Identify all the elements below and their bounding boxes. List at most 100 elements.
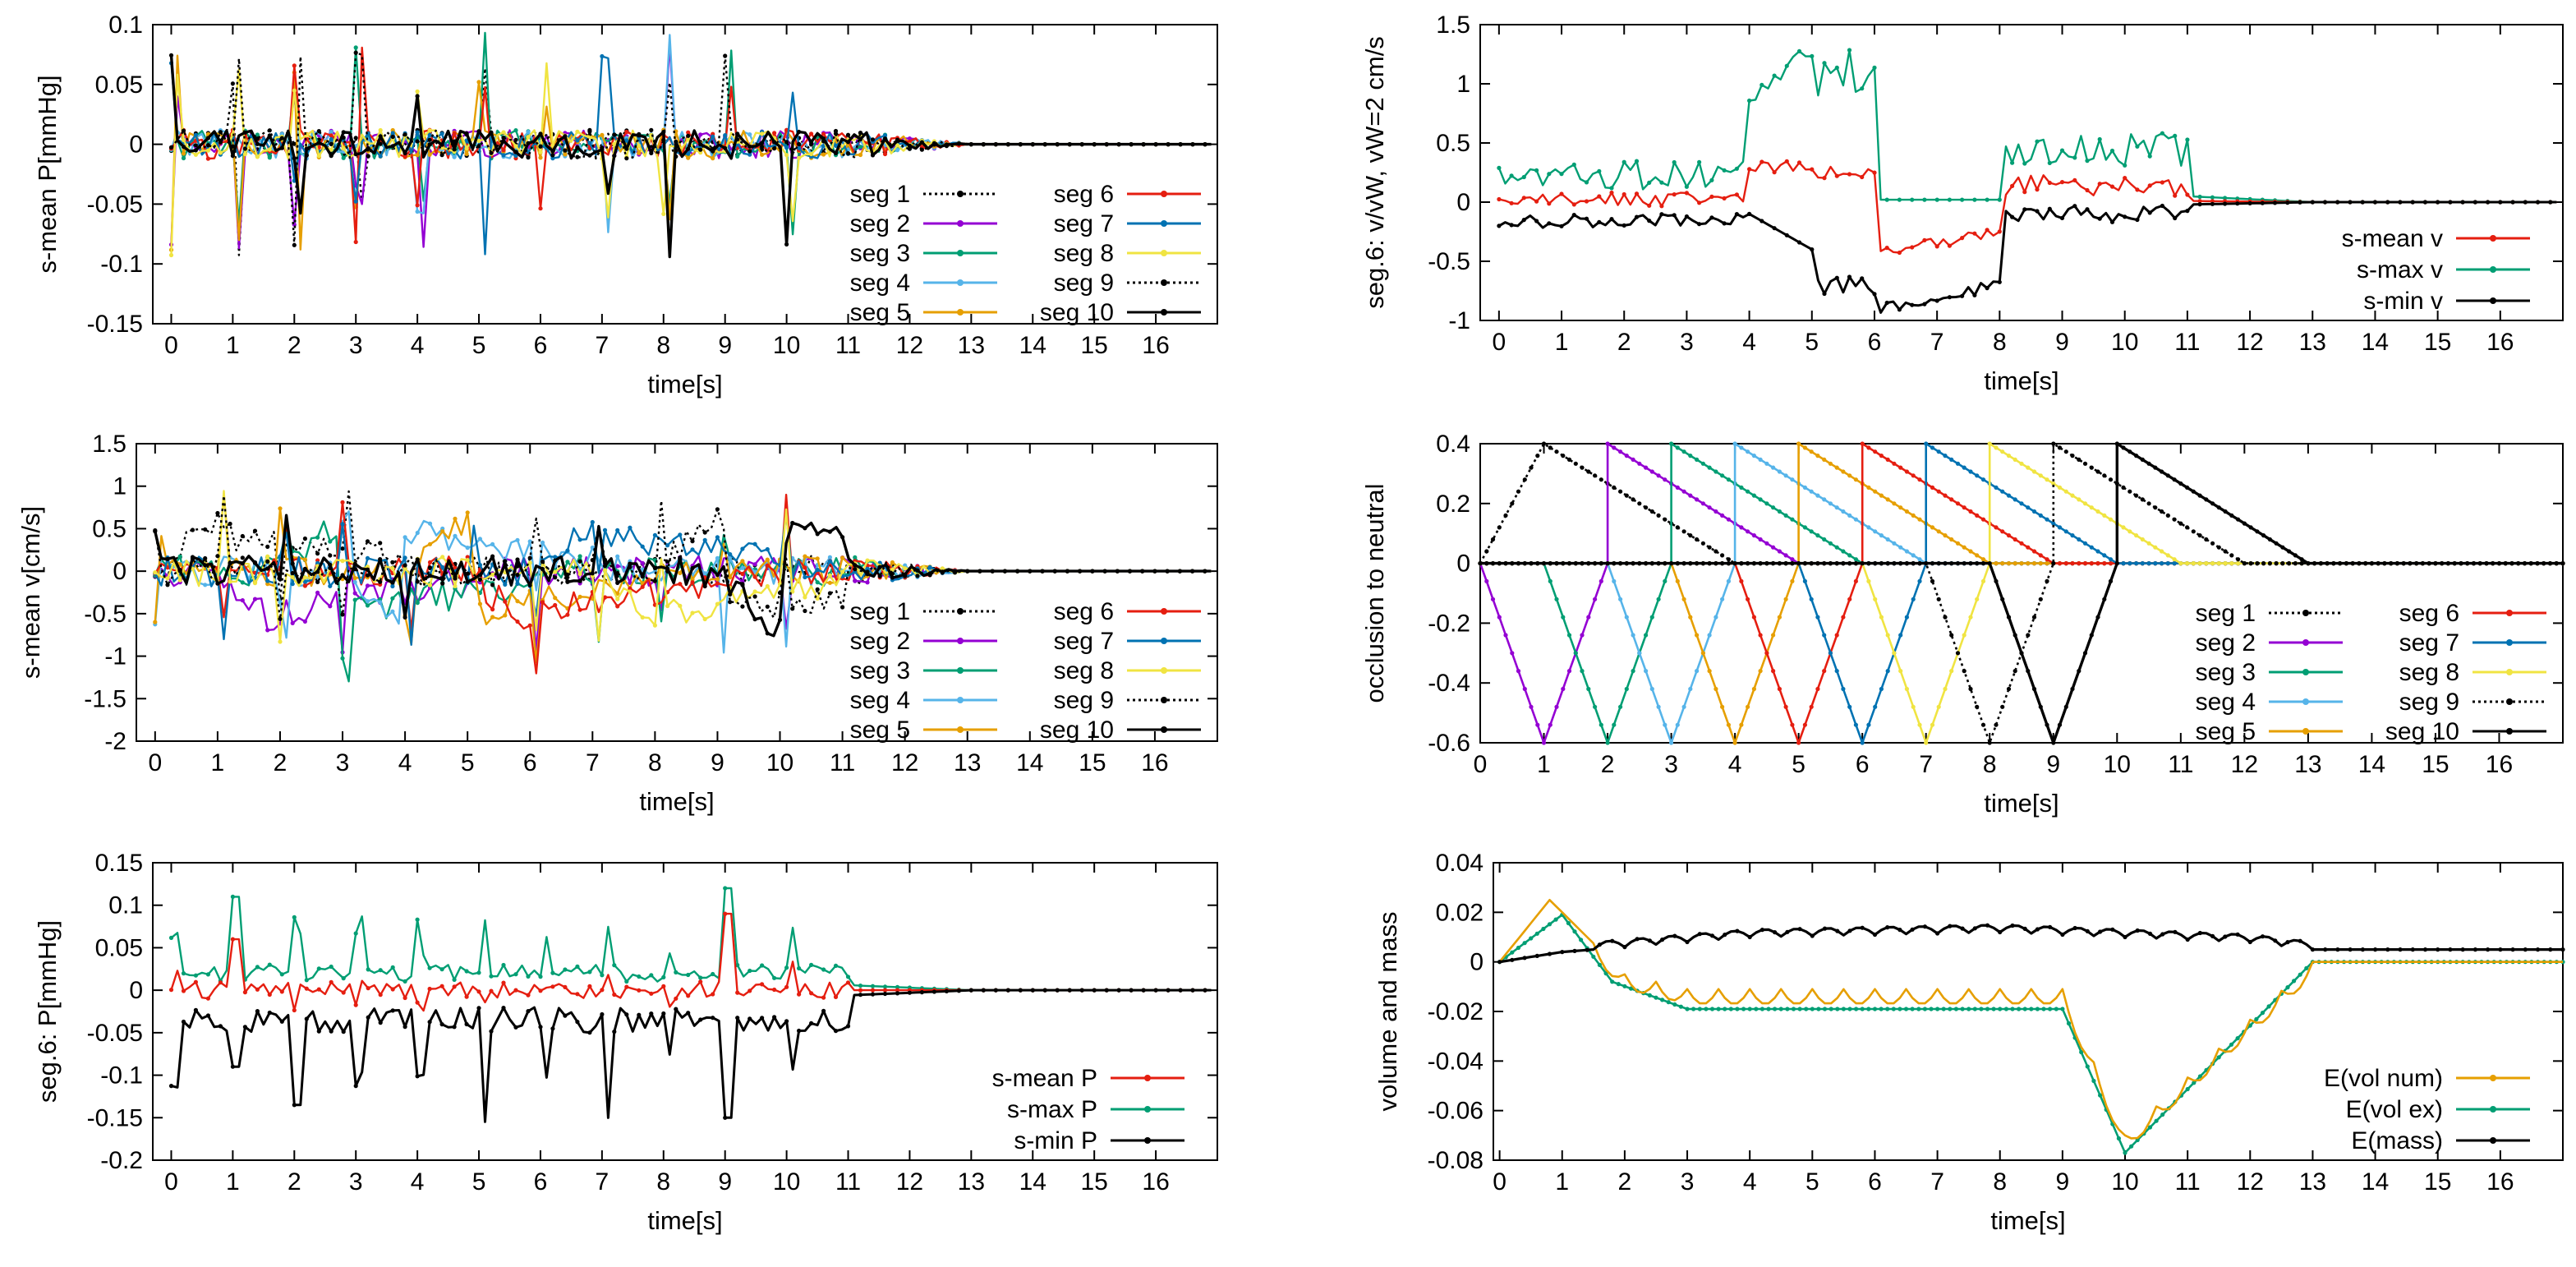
- data-point: [1685, 939, 1690, 945]
- data-point: [439, 142, 444, 147]
- data-point: [858, 131, 863, 136]
- data-point: [2298, 200, 2302, 205]
- data-point: [1822, 61, 1827, 66]
- data-point: [2128, 489, 2132, 494]
- data-point: [218, 130, 223, 135]
- x-tick-label: 0: [164, 1168, 178, 1196]
- data-point: [1618, 449, 1623, 454]
- data-point: [1994, 485, 1999, 491]
- data-point: [489, 974, 494, 979]
- data-point: [1586, 469, 1591, 474]
- data-point: [1548, 561, 1552, 566]
- legend-label: seg 4: [850, 270, 910, 297]
- data-point: [1866, 722, 1871, 727]
- data-point: [427, 152, 432, 157]
- data-point: [575, 154, 580, 159]
- data-point: [990, 569, 995, 574]
- data-point: [1949, 537, 1954, 542]
- data-point: [353, 931, 358, 936]
- data-point: [255, 132, 260, 137]
- data-point: [1746, 529, 1750, 534]
- data-point: [1561, 686, 1566, 692]
- data-point: [538, 206, 543, 211]
- data-point: [661, 1011, 666, 1016]
- data-point: [267, 155, 272, 160]
- data-point: [1884, 246, 1889, 251]
- data-point: [1860, 561, 1865, 566]
- data-point: [686, 137, 691, 142]
- data-point: [1809, 489, 1814, 494]
- data-point: [2223, 549, 2228, 554]
- data-point: [1760, 82, 1764, 87]
- legend-label: seg 1: [2196, 600, 2256, 627]
- data-point: [1835, 1007, 1840, 1011]
- data-point: [490, 572, 495, 577]
- data-point: [2535, 947, 2541, 952]
- data-point: [1714, 615, 1718, 620]
- data-point: [427, 128, 432, 133]
- legend-label: seg 8: [1054, 657, 1114, 684]
- data-point: [702, 571, 707, 576]
- x-tick-label: 11: [835, 332, 861, 359]
- data-point: [1584, 199, 1589, 204]
- data-point: [919, 990, 924, 995]
- data-point: [1866, 485, 1871, 491]
- data-point: [490, 607, 495, 612]
- data-point: [1127, 569, 1133, 574]
- data-point: [1714, 686, 1718, 692]
- data-point: [1866, 1007, 1871, 1011]
- data-point: [2070, 561, 2075, 566]
- data-point: [1847, 1007, 1852, 1011]
- data-point: [2298, 938, 2302, 943]
- data-point: [1751, 615, 1756, 620]
- data-point: [1634, 191, 1640, 196]
- data-point: [1707, 669, 1712, 674]
- data-point: [587, 1030, 592, 1035]
- data-point: [378, 968, 383, 973]
- data-point: [1760, 928, 1764, 933]
- data-point: [1644, 465, 1649, 470]
- data-point: [1672, 192, 1677, 197]
- data-point: [2360, 200, 2365, 205]
- x-tick-label: 10: [2111, 1168, 2138, 1196]
- data-point: [2310, 200, 2315, 205]
- data-point: [1079, 142, 1084, 147]
- data-point: [1943, 561, 1948, 566]
- data-point: [577, 578, 582, 583]
- data-point: [1622, 945, 1627, 950]
- data-point: [279, 136, 284, 141]
- data-point: [452, 1025, 457, 1030]
- data-point: [1659, 212, 1664, 217]
- data-point: [735, 990, 740, 995]
- data-point: [215, 510, 220, 516]
- legend-label: seg 2: [850, 628, 910, 655]
- data-point: [827, 559, 833, 564]
- data-point: [1547, 951, 1552, 956]
- data-point: [2082, 561, 2088, 566]
- data-point: [1510, 501, 1515, 506]
- data-point: [760, 145, 765, 150]
- data-point: [2128, 529, 2132, 534]
- x-tick-label: 7: [586, 749, 600, 776]
- data-point: [2022, 190, 2027, 195]
- data-point: [1497, 196, 1502, 202]
- data-point: [540, 540, 545, 546]
- data-point: [1190, 142, 1195, 147]
- data-point: [1972, 926, 1977, 931]
- data-point: [1516, 489, 1521, 494]
- data-point: [1760, 1007, 1764, 1011]
- data-point: [2247, 200, 2252, 205]
- data-point: [1598, 578, 1603, 584]
- data-point: [181, 971, 186, 976]
- data-point: [352, 575, 357, 581]
- data-point: [784, 965, 789, 970]
- data-point: [1948, 1007, 1953, 1011]
- data-point: [740, 604, 745, 609]
- data-point: [1879, 1007, 1884, 1011]
- data-point: [2054, 1007, 2058, 1011]
- y-tick-label: -0.1: [100, 251, 143, 278]
- data-point: [2304, 965, 2309, 970]
- data-point: [1998, 929, 2003, 935]
- x-tick-label: 8: [1983, 751, 1997, 778]
- data-point: [1911, 513, 1916, 518]
